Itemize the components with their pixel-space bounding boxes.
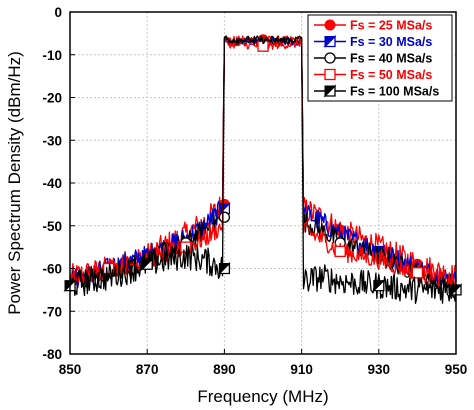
y-axis-label: Power Spectrum Density (dBm/Hz) [5,51,24,315]
y-tick-label: -60 [42,262,62,277]
legend-label: Fs = 25 MSa/s [350,19,432,33]
x-axis-label: Frequency (MHz) [197,387,328,406]
legend-item: Fs = 100 MSa/s [314,84,439,99]
legend-item: Fs = 25 MSa/s [314,19,432,33]
x-tick-label: 950 [445,362,468,377]
x-tick-label: 850 [59,362,82,377]
legend-label: Fs = 50 MSa/s [350,68,432,82]
series-marker [334,245,346,258]
legend: Fs = 25 MSa/s Fs = 30 MSa/s Fs = 40 MSa/s F… [307,14,453,102]
series-line [69,35,457,304]
series-marker [217,261,231,275]
y-tick-label: -50 [42,219,62,234]
legend-marker [323,84,337,98]
series-marker [140,257,154,271]
series-marker [411,267,424,279]
y-tick-label: -70 [42,304,62,319]
legend-label: Fs = 30 MSa/s [350,35,432,49]
legend-item: Fs = 50 MSa/s [314,68,432,82]
series-marker [217,202,231,215]
series-marker [372,279,386,292]
legend-label: Fs = 40 MSa/s [350,52,432,66]
x-tick-label: 870 [136,362,159,377]
legend-marker [323,34,337,48]
legend-item: Fs = 30 MSa/s [314,34,432,49]
series-marker [218,211,231,223]
y-tick-label: -10 [42,48,62,63]
y-tick-label: -30 [42,133,62,148]
legend-label: Fs = 100 MSa/s [350,85,439,99]
legend-marker [324,52,336,64]
x-tick-label: 890 [213,362,236,377]
axis-ticks: 850 870 890 910 930 950 0 -10 -20 -30 -40 -50 -60 -70… [42,5,467,377]
legend-marker [324,19,336,31]
y-tick-label: -40 [42,176,62,191]
y-tick-label: 0 [54,5,62,20]
x-tick-label: 910 [290,362,313,377]
y-tick-label: -80 [42,347,62,362]
legend-item: Fs = 40 MSa/s [314,52,432,66]
y-tick-label: -20 [42,91,62,106]
data-series [63,34,463,304]
x-tick-label: 930 [368,362,391,377]
legend-marker [324,68,336,81]
